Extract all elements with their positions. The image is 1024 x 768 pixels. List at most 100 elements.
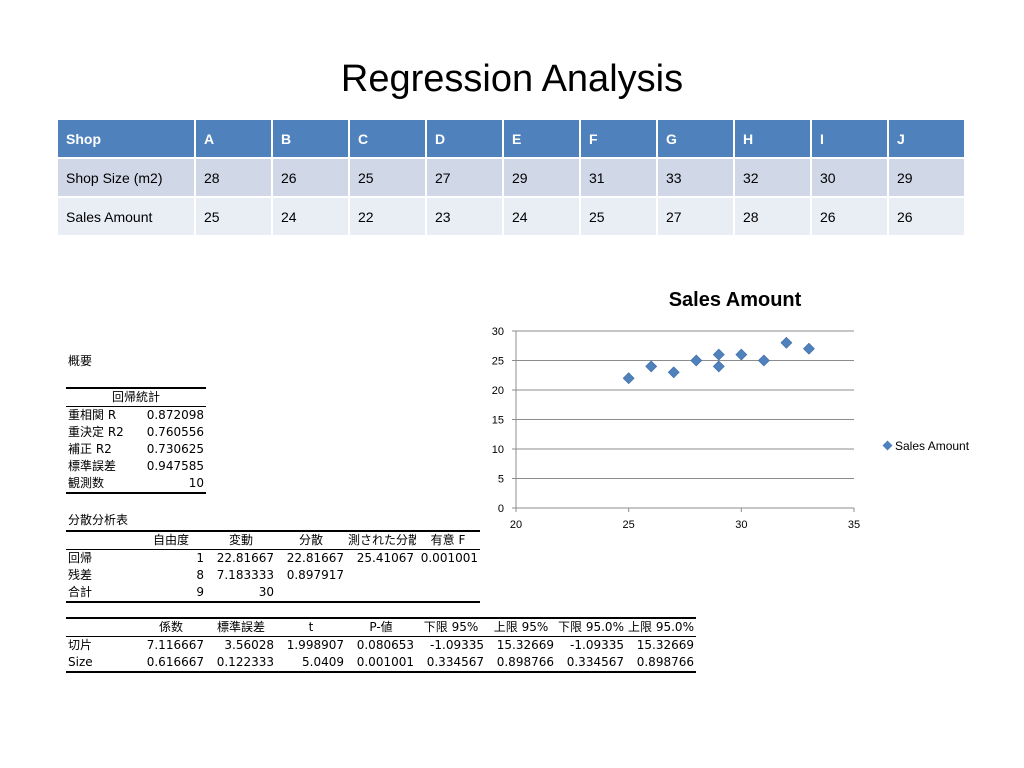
header-cell: I: [810, 118, 889, 159]
data-point: [667, 366, 680, 379]
anova-cell: [346, 584, 416, 603]
table-row: 補正 R2 0.730625: [66, 441, 206, 458]
coef-cell: 5.0409: [276, 654, 346, 673]
summary-heading: 概要: [68, 354, 93, 368]
chart-points: [622, 336, 815, 385]
y-tick-label: 30: [492, 326, 504, 338]
table-cell: 26: [271, 157, 350, 198]
stat-label: 標準誤差: [68, 459, 117, 473]
header-cell: A: [194, 118, 273, 159]
legend-marker-icon: [882, 440, 893, 451]
coef-cell: 0.334567: [416, 654, 486, 673]
coef-cell: 1.998907: [286, 638, 344, 652]
anova-cell: 30: [206, 584, 276, 603]
coef-row-label: Size: [66, 654, 136, 673]
anova-cell: 1: [196, 551, 204, 565]
anova-row-label: 合計: [66, 584, 136, 603]
anova-cell: 22.81667: [286, 551, 344, 565]
table-cell: 27: [656, 196, 735, 237]
stat-value: 0.947585: [146, 459, 204, 473]
header-cell: H: [733, 118, 812, 159]
header-cell: D: [425, 118, 504, 159]
coef-header-cell: P-値: [346, 617, 416, 637]
table-cell: 33: [656, 157, 735, 198]
table-cell: 28: [733, 196, 812, 237]
coefficients-block: 係数 標準誤差 t P-値 下限 95% 上限 95% 下限 95.0% 上限 …: [66, 617, 696, 673]
stat-value: 0.872098: [146, 408, 204, 422]
coefficients-table: 係数 標準誤差 t P-値 下限 95% 上限 95% 下限 95.0% 上限 …: [66, 617, 696, 673]
table-row: 重相関 R 0.872098: [66, 407, 206, 425]
anova-heading: 分散分析表: [68, 513, 129, 527]
coef-cell: 0.616667: [136, 654, 206, 673]
stat-value: 10: [142, 475, 206, 494]
table-row: 切片 7.116667 3.56028 1.998907 0.080653 -1…: [66, 637, 696, 655]
anova-cell: [416, 584, 480, 603]
anova-cell: [346, 567, 416, 584]
table-row: 合計 9 30: [66, 584, 480, 603]
coef-header-cell: t: [276, 617, 346, 637]
table-row: 回帰 1 22.81667 22.81667 25.41067 0.001001: [66, 550, 480, 568]
anova-header-cell: 分散: [276, 530, 346, 550]
stat-label: 補正 R2: [68, 442, 112, 456]
table-cell: 32: [733, 157, 812, 198]
coef-cell: 15.32669: [496, 638, 554, 652]
coef-header-cell: 上限 95%: [486, 617, 556, 637]
table-cell: 28: [194, 157, 273, 198]
x-tick-label: 25: [623, 519, 635, 531]
chart-title: Sales Amount: [669, 289, 802, 311]
anova-row-label: 残差: [68, 568, 93, 582]
table-cell: 25: [579, 196, 658, 237]
table-row: 観測数 10: [66, 475, 206, 494]
row-label: Sales Amount: [56, 196, 196, 237]
data-point: [803, 342, 815, 355]
shop-data-table: Shop A B C D E F G H I J Shop Size (m2) …: [56, 118, 966, 237]
table-row: Shop Size (m2) 28 26 25 27 29 31 33 32 3…: [56, 157, 966, 198]
stat-label: 重相関 R: [68, 408, 117, 422]
coef-cell: 0.080653: [356, 638, 414, 652]
table-cell: 25: [348, 157, 427, 198]
anova-cell: 0.897917: [286, 568, 344, 582]
data-point: [735, 348, 748, 361]
coef-cell: 0.898766: [486, 654, 556, 673]
coef-header-cell: 下限 95.0%: [556, 617, 626, 637]
header-cell: Shop: [56, 118, 196, 159]
coef-cell: 7.116667: [146, 638, 204, 652]
data-point: [622, 372, 635, 385]
anova-cell: 7.183333: [216, 568, 274, 582]
anova-header-cell: 測された分散: [346, 530, 416, 550]
chart-gridlines: [516, 330, 854, 509]
x-tick-label: 35: [848, 519, 860, 531]
table-cell: 26: [887, 196, 966, 237]
header-cell: G: [656, 118, 735, 159]
legend-label: Sales Amount: [895, 439, 970, 453]
coef-header-cell: 係数: [136, 617, 206, 637]
y-tick-label: 0: [498, 503, 504, 515]
data-point: [645, 360, 658, 373]
x-tick-label: 30: [735, 519, 747, 531]
coef-cell: 0.898766: [626, 654, 696, 673]
coef-header-cell: 標準誤差: [206, 617, 276, 637]
anova-header-cell: 変動: [206, 530, 276, 550]
coef-header-cell: [66, 617, 136, 637]
coef-cell: 0.334567: [556, 654, 626, 673]
regression-stats-title: 回帰統計: [66, 387, 206, 407]
coef-cell: -1.09335: [570, 638, 624, 652]
table-row: 標準誤差 0.947585: [66, 458, 206, 475]
slide-title: Regression Analysis: [340, 58, 684, 100]
data-point: [712, 348, 725, 361]
coef-cell: 3.56028: [224, 638, 274, 652]
table-header-row: Shop A B C D E F G H I J: [56, 118, 966, 159]
table-cell: 27: [425, 157, 504, 198]
data-point: [690, 354, 703, 367]
coef-cell: 0.001001: [346, 654, 416, 673]
table-cell: 24: [502, 196, 581, 237]
anova-cell: 25.41067: [356, 551, 414, 565]
anova-row-label: 回帰: [68, 551, 93, 565]
table-cell: 25: [194, 196, 273, 237]
table-cell: 31: [579, 157, 658, 198]
header-cell: B: [271, 118, 350, 159]
y-tick-label: 20: [492, 385, 504, 397]
header-cell: F: [579, 118, 658, 159]
row-label: Shop Size (m2): [56, 157, 196, 198]
y-tick-label: 5: [498, 474, 504, 486]
